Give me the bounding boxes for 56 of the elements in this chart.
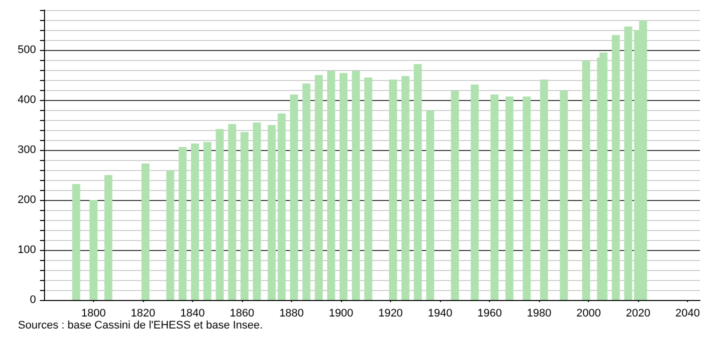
x-tick-label: 2020 <box>626 308 650 320</box>
bar <box>166 170 174 300</box>
y-tick-label: 200 <box>18 194 36 206</box>
y-tick-label: 400 <box>18 94 36 106</box>
bar <box>364 78 372 300</box>
bar <box>72 184 80 300</box>
bar <box>470 84 479 300</box>
x-tick-label: 1900 <box>328 308 354 320</box>
x-tick-label: 2000 <box>576 308 601 320</box>
bar <box>141 164 150 300</box>
x-tick-label: 1880 <box>279 308 304 320</box>
bar <box>314 75 323 300</box>
x-tick-label: 1840 <box>180 308 205 320</box>
x-tick-label: 1920 <box>378 308 403 320</box>
bar <box>191 144 200 300</box>
bar <box>352 71 360 300</box>
bar <box>450 90 459 300</box>
bar <box>327 71 336 300</box>
y-tick-label: 500 <box>18 44 36 56</box>
bar <box>505 96 514 300</box>
bar <box>414 64 422 300</box>
bar <box>228 124 236 300</box>
bar <box>104 175 112 300</box>
bar <box>401 76 410 300</box>
bar <box>268 125 276 300</box>
bar <box>540 80 548 300</box>
bar <box>240 132 249 300</box>
bar <box>90 200 98 300</box>
y-tick-label: 0 <box>30 294 36 306</box>
bar <box>582 60 590 300</box>
y-tick-label: 300 <box>18 144 36 156</box>
bar <box>252 122 261 300</box>
x-tick-label: 2040 <box>675 308 700 320</box>
bar <box>302 84 310 300</box>
bar <box>490 94 499 300</box>
bar <box>203 142 212 300</box>
bar <box>426 110 434 300</box>
bar <box>389 80 398 300</box>
bar <box>612 35 620 300</box>
x-tick-label: 1820 <box>130 308 156 320</box>
bar <box>599 52 608 300</box>
bar <box>624 26 632 300</box>
x-tick-label: 1860 <box>230 308 254 320</box>
source-note: Sources : base Cassini de l'EHESS et base Insee. <box>18 320 263 332</box>
bar <box>290 94 298 300</box>
bar <box>178 147 187 300</box>
x-tick-label: 1940 <box>428 308 452 320</box>
bar <box>560 90 568 300</box>
x-tick-label: 1960 <box>477 308 502 320</box>
bar <box>522 96 531 300</box>
bar <box>278 114 286 300</box>
x-tick-label: 1800 <box>81 308 106 320</box>
bar <box>340 73 348 300</box>
x-tick-label: 1980 <box>526 308 552 320</box>
bar <box>216 129 224 300</box>
y-tick-label: 100 <box>18 244 36 256</box>
